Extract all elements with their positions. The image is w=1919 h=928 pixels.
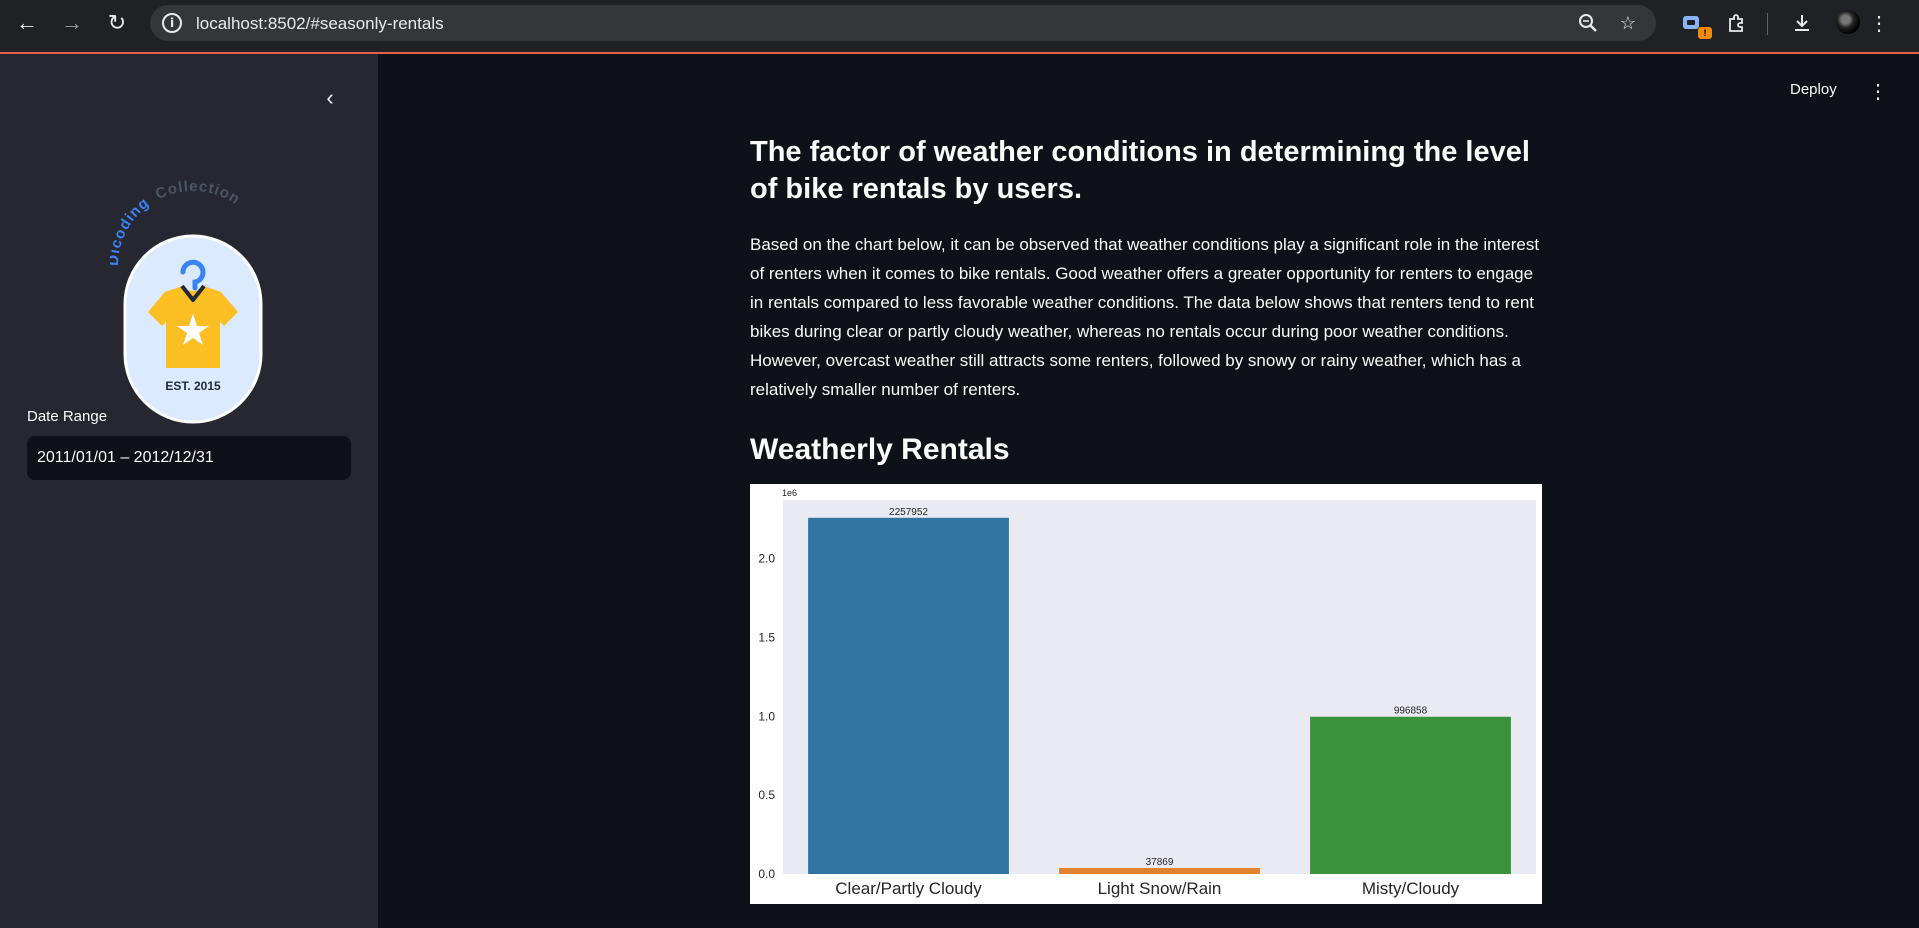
section-subheader: Weatherly Rentals bbox=[750, 433, 1010, 466]
page-loading-bar bbox=[0, 52, 1919, 54]
collapse-sidebar-chevron-icon[interactable]: ‹ bbox=[326, 85, 334, 110]
hanger-icon bbox=[180, 259, 206, 291]
bookmark-star-icon[interactable]: ☆ bbox=[1619, 12, 1637, 33]
y-tick-label: 0.0 bbox=[758, 867, 775, 881]
date-range-input[interactable]: 2011/01/01 – 2012/12/31 bbox=[27, 436, 351, 480]
address-bar[interactable]: i localhost:8502/#seasonly-rentals ☆ bbox=[150, 5, 1656, 41]
date-range-value[interactable]: 2011/01/01 – 2012/12/31 bbox=[37, 449, 214, 466]
dicoding-collection-logo: Dicoding Collection EST. 2015 bbox=[105, 154, 275, 434]
profile-avatar[interactable] bbox=[1836, 10, 1860, 34]
zoom-icon[interactable] bbox=[1576, 11, 1600, 35]
y-tick-label: 2.0 bbox=[758, 552, 775, 566]
date-range-label: Date Range bbox=[27, 408, 108, 425]
y-tick-label: 0.5 bbox=[758, 788, 775, 802]
page-title: The factor of weather conditions in dete… bbox=[750, 136, 1530, 205]
y-tick-label: 1.0 bbox=[758, 709, 775, 723]
y-tick-label: 1.5 bbox=[758, 630, 775, 644]
weatherly-rentals-chart: 1e6 0.0 0.5 1.0 1.5 2.0 2257952 Clear/Partly Cl… bbox=[750, 484, 1542, 904]
data-label: 2257952 bbox=[889, 507, 928, 518]
app-menu-icon[interactable]: ⋮ bbox=[1868, 81, 1888, 103]
deploy-button[interactable]: Deploy bbox=[1790, 81, 1837, 98]
bar bbox=[1310, 716, 1511, 874]
extensions-puzzle-icon[interactable] bbox=[1722, 8, 1752, 38]
browser-menu-icon[interactable]: ⋮ bbox=[1869, 12, 1889, 35]
data-label: 996858 bbox=[1394, 706, 1428, 717]
x-tick-label: Misty/Cloudy bbox=[1362, 879, 1460, 898]
forward-arrow-icon[interactable]: → bbox=[61, 10, 83, 35]
browser-toolbar: ← → ↻ i localhost:8502/#seasonly-rentals… bbox=[0, 0, 1919, 53]
x-tick-label: Clear/Partly Cloudy bbox=[835, 879, 982, 898]
extension-badge: ! bbox=[1698, 27, 1712, 39]
y-offset-label: 1e6 bbox=[782, 488, 797, 498]
x-tick-label: Light Snow/Rain bbox=[1098, 879, 1222, 898]
bar bbox=[1059, 868, 1260, 874]
bar-chart-svg: 1e6 0.0 0.5 1.0 1.5 2.0 2257952 Clear/Partly Cl… bbox=[758, 488, 1536, 898]
url-text[interactable]: localhost:8502/#seasonly-rentals bbox=[196, 14, 444, 33]
toolbar-separator bbox=[1767, 13, 1768, 35]
data-label: 37869 bbox=[1146, 857, 1174, 868]
site-info-icon[interactable]: i bbox=[162, 13, 182, 33]
back-arrow-icon[interactable]: ← bbox=[16, 10, 38, 35]
downloads-icon[interactable] bbox=[1787, 8, 1817, 38]
reload-icon[interactable]: ↻ bbox=[107, 10, 127, 35]
extension-app-icon[interactable] bbox=[1677, 8, 1707, 38]
logo-est-text: EST. 2015 bbox=[165, 379, 221, 393]
star-icon bbox=[177, 314, 209, 345]
main-content: The factor of weather conditions in dete… bbox=[750, 134, 1542, 468]
bar bbox=[808, 517, 1009, 874]
logo-arc-text-secondary: Collection bbox=[153, 178, 243, 208]
description-paragraph: Based on the chart below, it can be obse… bbox=[750, 235, 1540, 399]
sidebar: ‹ Dicoding Collection EST. 2015 Date Ran… bbox=[0, 54, 378, 928]
